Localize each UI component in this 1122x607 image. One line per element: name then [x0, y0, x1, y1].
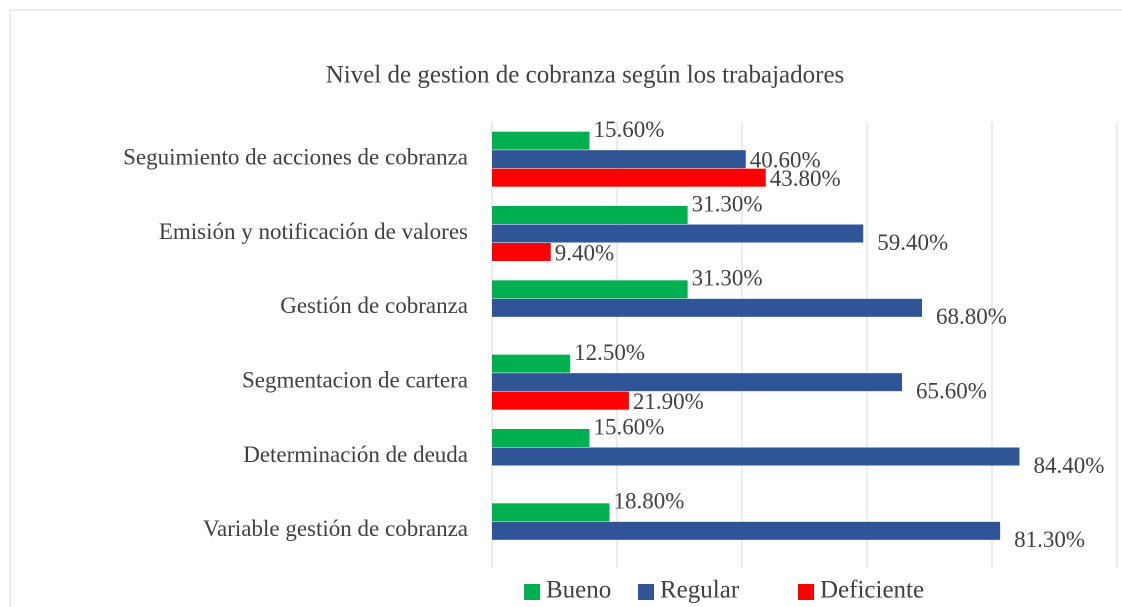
bar [492, 224, 864, 243]
y-tick-label: Emisión y notificación de valores [159, 219, 468, 244]
bar [492, 298, 922, 317]
bar [492, 131, 590, 150]
legend-swatch [524, 584, 540, 600]
legend-label: Bueno [546, 577, 611, 604]
y-tick-label: Gestión de cobranza [280, 293, 468, 318]
bar [492, 503, 610, 522]
bar [492, 521, 1001, 540]
data-label: 31.30% [692, 191, 763, 216]
legend-swatch [798, 584, 814, 600]
bar [492, 447, 1020, 466]
bar [492, 373, 902, 392]
data-label: 84.40% [1034, 453, 1105, 478]
bar [492, 243, 551, 261]
bar [492, 429, 590, 447]
data-label: 12.50% [574, 340, 645, 365]
data-label: 59.40% [877, 230, 948, 255]
data-label: 9.40% [555, 240, 614, 265]
legend-label: Regular [660, 577, 740, 604]
y-tick-label: Determinación de deuda [243, 442, 468, 467]
data-label: 40.60% [750, 147, 821, 172]
y-tick-label: Variable gestión de cobranza [203, 516, 468, 541]
bar [492, 280, 688, 299]
data-label: 65.60% [916, 378, 987, 403]
y-tick-label: Segmentacion de cartera [242, 367, 468, 392]
data-label: 15.60% [594, 117, 665, 142]
bar [492, 150, 746, 169]
data-label: 43.80% [770, 166, 841, 191]
legend-swatch [638, 584, 654, 600]
data-label: 68.80% [936, 304, 1007, 329]
y-tick-label: Seguimiento de acciones de cobranza [123, 144, 468, 169]
data-label: 21.90% [633, 389, 704, 414]
bar [492, 168, 766, 187]
chart-title: Nivel de gestion de cobranza según los t… [326, 62, 845, 89]
bar [492, 354, 571, 373]
bar [492, 391, 629, 410]
data-label: 15.60% [594, 414, 665, 439]
bar [492, 206, 688, 224]
data-label: 81.30% [1014, 527, 1085, 552]
data-label: 18.80% [614, 489, 685, 514]
legend-label: Deficiente [820, 577, 924, 604]
data-label: 31.30% [692, 266, 763, 291]
